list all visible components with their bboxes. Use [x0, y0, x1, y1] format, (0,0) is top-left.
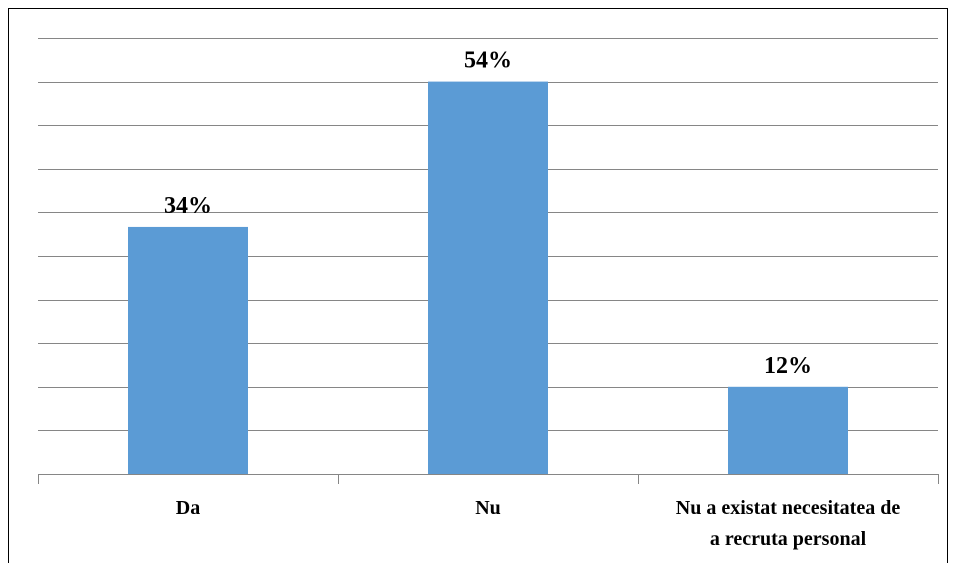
bar-nu-a: [728, 386, 848, 474]
category-label: Nu a existat necesitatea de: [676, 497, 901, 519]
category-label: Da: [176, 497, 200, 519]
data-label: 34%: [164, 193, 212, 219]
category-label: Nu: [475, 497, 501, 519]
bar-da: [128, 226, 248, 474]
category-label: a recruta personal: [710, 528, 867, 550]
bar-nu: [428, 81, 548, 474]
chart-frame: [8, 8, 948, 563]
x-axis: [38, 474, 939, 484]
bars: [128, 81, 848, 474]
data-label: 54%: [464, 48, 512, 74]
category-labels: Da Nu Nu a existat necesitatea de a recruta…: [176, 497, 901, 550]
data-label: 12%: [764, 353, 812, 379]
data-labels: 34% 54% 12%: [164, 48, 812, 379]
